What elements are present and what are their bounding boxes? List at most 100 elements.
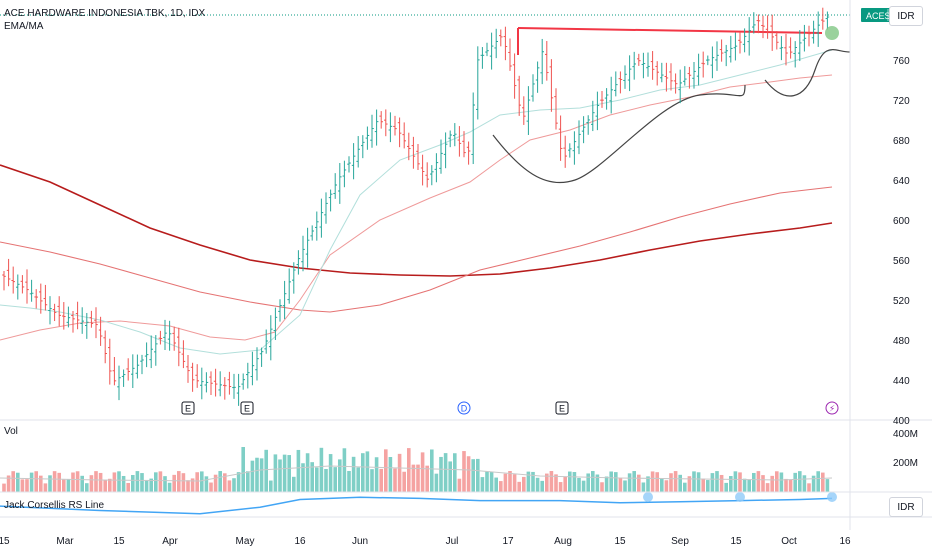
volume-bar [719, 474, 724, 492]
volume-bar [554, 474, 558, 492]
candle [282, 280, 287, 320]
candle [480, 47, 485, 69]
volume-bar [374, 457, 379, 492]
candle [692, 61, 696, 89]
volume-bar [641, 482, 646, 492]
volume-bar [637, 474, 641, 492]
cup-pattern-curve [492, 84, 746, 184]
price-tick-label: 480 [893, 336, 910, 347]
candle [793, 41, 797, 68]
volume-bar [535, 477, 540, 492]
volume-bar [144, 479, 149, 492]
volume-bar [324, 468, 328, 492]
candle [365, 126, 370, 150]
event-marker[interactable]: ⚡ [825, 401, 839, 415]
time-tick-label: May [236, 536, 255, 547]
event-marker[interactable]: E [181, 401, 195, 415]
time-tick-label: Sep [671, 536, 689, 547]
candle [733, 32, 738, 61]
indicator-label[interactable]: EMA/MA [4, 21, 44, 32]
candle [108, 338, 112, 385]
volume-bar [52, 471, 57, 492]
candle [411, 136, 416, 169]
event-marker[interactable]: E [555, 401, 569, 415]
volume-bar [779, 472, 784, 492]
candle [39, 283, 43, 314]
candle [218, 371, 222, 397]
volume-bar [650, 471, 655, 492]
volume-bar [821, 472, 825, 492]
candle [811, 20, 816, 44]
event-marker[interactable]: E [240, 401, 254, 415]
candle [738, 32, 742, 54]
volume-bar [213, 474, 218, 492]
candle [287, 268, 291, 304]
volume-bar [710, 473, 715, 492]
candle [356, 136, 360, 168]
candle [568, 143, 572, 158]
price-tick-label: 520 [893, 296, 910, 307]
volume-bar [384, 449, 388, 492]
currency-button[interactable]: IDR [889, 6, 923, 26]
time-tick-label: 15 [113, 536, 125, 547]
volume-bar [816, 471, 820, 492]
volume-bar [347, 470, 351, 492]
candle [333, 173, 337, 199]
volume-bar [75, 471, 80, 492]
volume-bar [572, 472, 577, 492]
price-tick-label: 680 [893, 136, 910, 147]
volume-bar [370, 469, 374, 492]
event-symbol: D [461, 404, 468, 414]
volume-bar [241, 447, 245, 492]
volume-label[interactable]: Vol [4, 426, 18, 437]
volume-bar [669, 473, 673, 492]
candle [558, 115, 563, 161]
candle [393, 115, 397, 136]
volume-bar [420, 452, 425, 492]
candle [135, 354, 140, 379]
time-tick-label: 15 [614, 536, 626, 547]
event-symbol: E [185, 404, 191, 414]
volume-bar [416, 464, 420, 492]
volume-bar [319, 447, 324, 492]
volume-bar [761, 475, 765, 492]
candle [232, 373, 236, 399]
volume-bar [425, 465, 429, 492]
volume-bar [338, 459, 342, 492]
volume-bar [402, 471, 406, 492]
candle [374, 109, 379, 146]
candle [462, 131, 466, 158]
volume-bar [729, 476, 733, 492]
event-badge [825, 401, 839, 415]
candle [664, 62, 669, 92]
volume-bar [595, 474, 600, 492]
volume-bar [563, 476, 567, 492]
volume-bar [131, 475, 135, 492]
volume-bar [282, 454, 287, 492]
time-tick-label: Oct [781, 536, 797, 547]
candle [213, 368, 218, 397]
volume-bar [811, 475, 816, 492]
volume-bar [365, 451, 370, 492]
price-tick-label: 600 [893, 216, 910, 227]
volume-bar [802, 475, 807, 492]
volume-bar [448, 461, 452, 492]
volume-bar [793, 472, 797, 492]
rs-currency-button[interactable]: IDR [889, 497, 923, 517]
candle [696, 53, 701, 86]
candle [103, 330, 107, 364]
price-tick-label: 440 [893, 376, 910, 387]
candle [595, 91, 600, 131]
volume-bar [296, 449, 301, 492]
event-marker[interactable]: D [457, 401, 471, 415]
candle [149, 335, 153, 369]
candle [158, 330, 163, 345]
candle [701, 51, 705, 78]
volume-bar [462, 451, 466, 492]
rs-label[interactable]: Jack Corsellis RS Line [4, 500, 105, 511]
candle [292, 262, 296, 294]
candle [503, 26, 508, 61]
candle [816, 11, 820, 47]
volume-bar [522, 476, 526, 492]
